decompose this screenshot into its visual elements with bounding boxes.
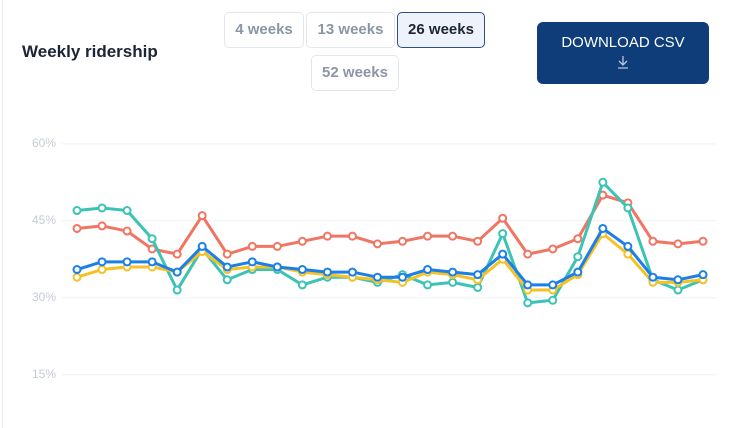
point: [473, 270, 483, 280]
point: [598, 223, 608, 233]
point: [698, 236, 708, 246]
y-tick-label: 30%: [32, 290, 56, 304]
point: [122, 226, 132, 236]
point: [372, 272, 382, 282]
point: [523, 249, 533, 259]
point: [72, 223, 82, 233]
point: [673, 285, 683, 295]
point: [297, 280, 307, 290]
point: [222, 275, 232, 285]
point: [573, 267, 583, 277]
range-button[interactable]: 4 weeks: [224, 12, 304, 48]
point: [122, 206, 132, 216]
point: [297, 236, 307, 246]
download-icon: [618, 56, 628, 69]
point: [398, 272, 408, 282]
point: [347, 231, 357, 241]
y-tick-label: 60%: [32, 136, 56, 150]
point: [648, 272, 658, 282]
point: [97, 265, 107, 275]
series-line: [76, 226, 704, 287]
point: [448, 231, 458, 241]
point: [322, 231, 332, 241]
point: [548, 295, 558, 305]
y-tick-label: 45%: [32, 213, 56, 227]
point: [548, 280, 558, 290]
point: [448, 267, 458, 277]
point: [97, 203, 107, 213]
point: [72, 206, 82, 216]
point: [297, 265, 307, 275]
title: Weekly ridership: [22, 42, 158, 61]
point: [97, 221, 107, 231]
point: [147, 234, 157, 244]
point: [172, 249, 182, 259]
point: [197, 211, 207, 221]
y-tick-label: 15%: [32, 367, 56, 381]
point: [247, 257, 257, 267]
point: [623, 241, 633, 251]
point: [423, 231, 433, 241]
point: [272, 241, 282, 251]
point: [598, 177, 608, 187]
point: [423, 265, 433, 275]
point: [97, 257, 107, 267]
point: [523, 280, 533, 290]
point: [147, 257, 157, 267]
point: [322, 267, 332, 277]
point: [347, 267, 357, 277]
point: [673, 275, 683, 285]
point: [473, 236, 483, 246]
point: [272, 262, 282, 272]
point: [222, 249, 232, 259]
range-button[interactable]: 26 weeks: [397, 12, 485, 48]
point: [498, 229, 508, 239]
point: [172, 285, 182, 295]
point: [222, 262, 232, 272]
range-button[interactable]: 52 weeks: [311, 55, 399, 91]
point: [423, 280, 433, 290]
point: [498, 213, 508, 223]
point: [698, 270, 708, 280]
point: [573, 234, 583, 244]
point: [498, 249, 508, 259]
point: [197, 241, 207, 251]
point: [247, 241, 257, 251]
point: [673, 239, 683, 249]
point: [72, 265, 82, 275]
point: [523, 298, 533, 308]
point: [398, 236, 408, 246]
point: [548, 244, 558, 254]
series-line: [76, 193, 704, 256]
point: [623, 203, 633, 213]
point: [172, 267, 182, 277]
point: [448, 277, 458, 287]
point: [648, 236, 658, 246]
point: [372, 239, 382, 249]
point: [72, 272, 82, 282]
range-button[interactable]: 13 weeks: [306, 12, 395, 48]
download-button[interactable]: DOWNLOAD CSV: [537, 22, 709, 84]
download-label: DOWNLOAD CSV: [561, 34, 685, 51]
point: [122, 257, 132, 267]
point: [573, 252, 583, 262]
point: [473, 282, 483, 292]
